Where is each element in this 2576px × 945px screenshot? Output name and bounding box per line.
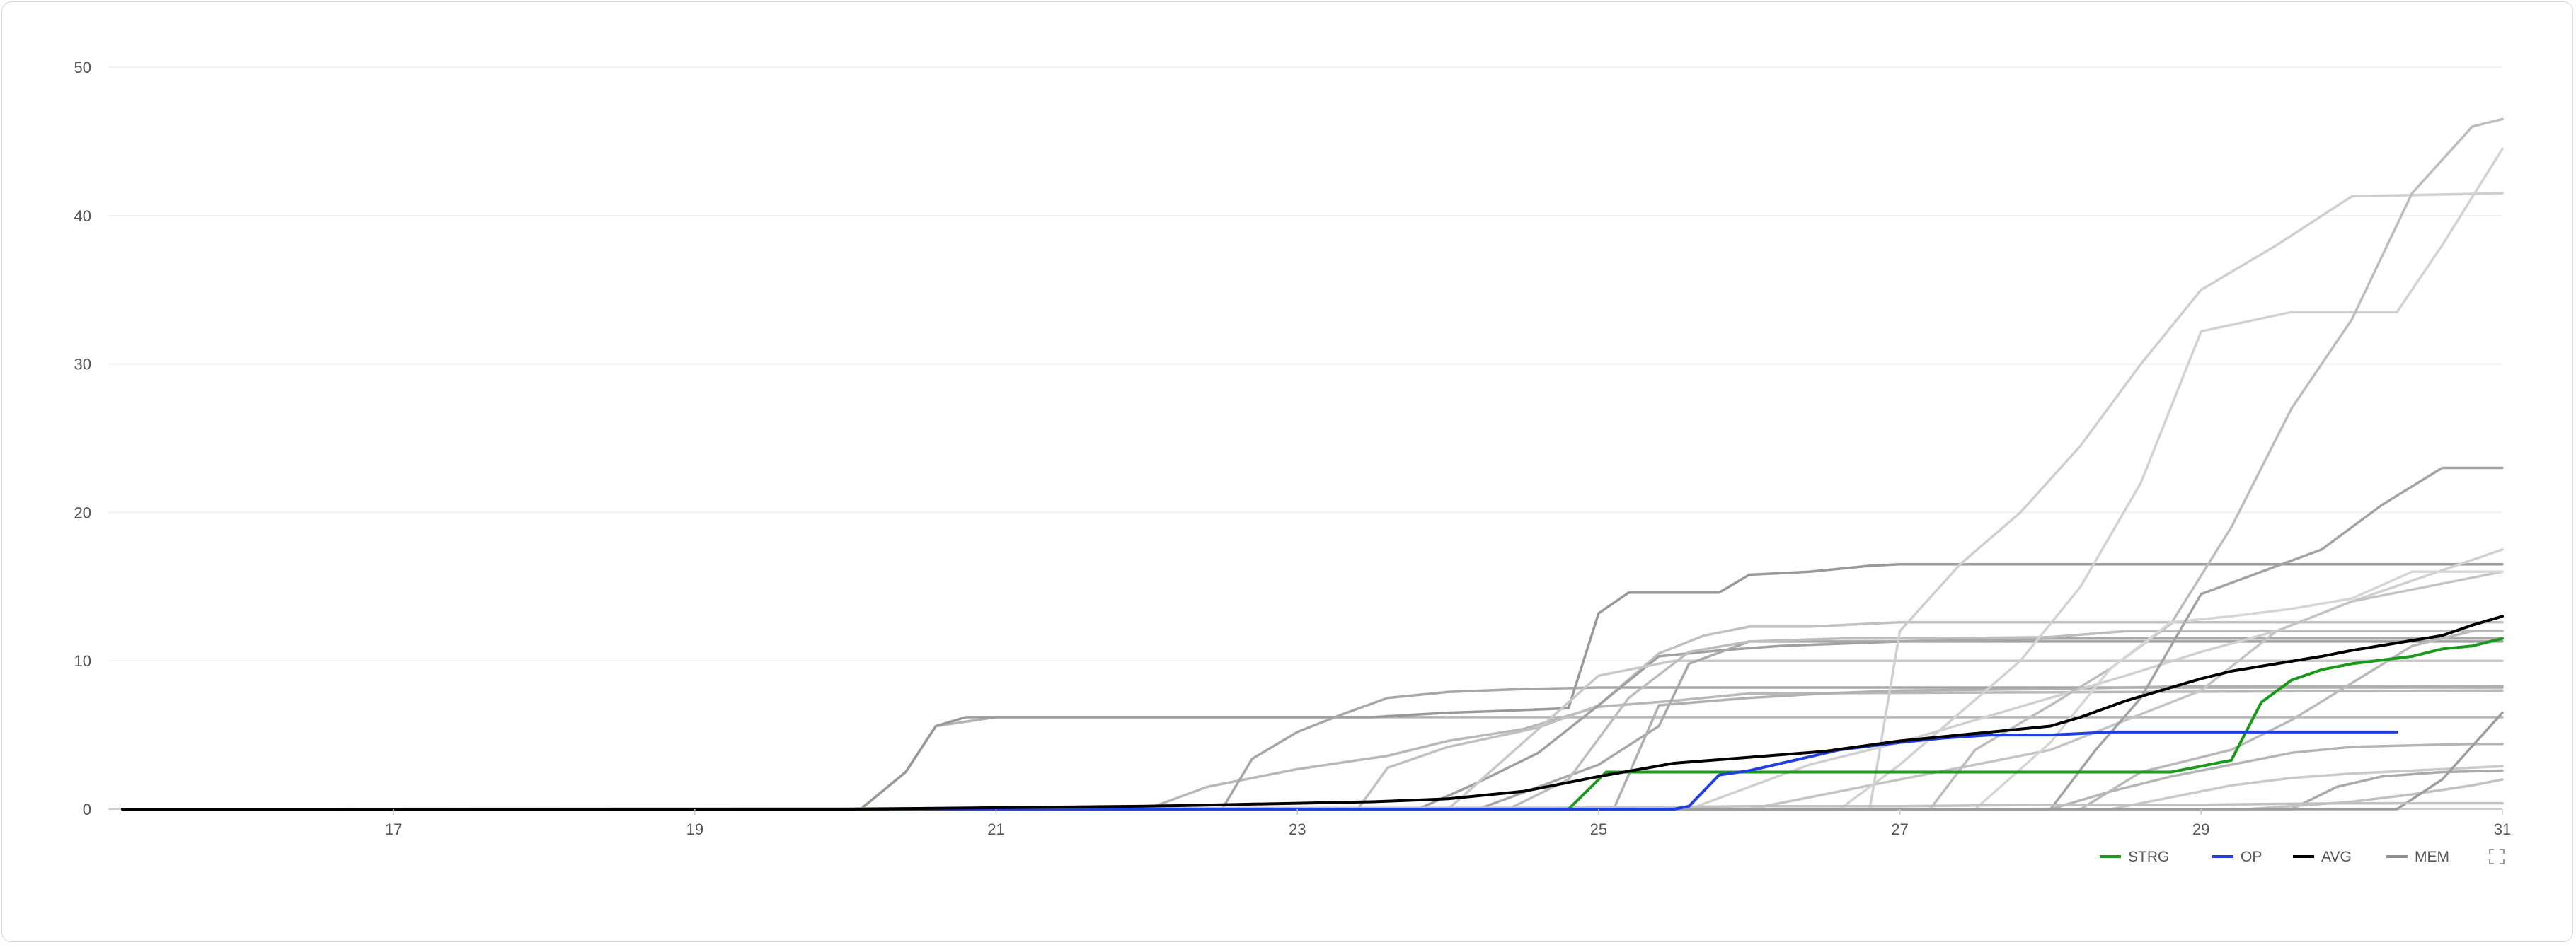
- x-tick-label: 19: [686, 821, 703, 838]
- legend[interactable]: STRG OP AVG MEM: [2100, 849, 2449, 865]
- legend-label: OP: [2241, 849, 2262, 865]
- legend-label: STRG: [2128, 849, 2169, 865]
- legend-item-avg[interactable]: AVG: [2293, 849, 2352, 865]
- series-line-strg: [121, 637, 2504, 811]
- x-tick-label: 27: [1891, 821, 1908, 838]
- fullscreen-icon[interactable]: [2489, 849, 2505, 864]
- legend-label: AVG: [2321, 849, 2352, 865]
- series-line-mem: [121, 630, 2504, 811]
- y-tick-label: 50: [74, 59, 91, 76]
- series-line-mem: [121, 192, 2504, 811]
- y-tick-label: 0: [83, 801, 91, 818]
- series-line-op: [121, 730, 2398, 811]
- series-line-mem: [121, 147, 2504, 811]
- x-tick-label: 25: [1590, 821, 1607, 838]
- series-line-avg: [121, 615, 2504, 811]
- series-line-mem: [121, 637, 2504, 811]
- series-line-mem: [121, 570, 2504, 811]
- x-tick-label: 17: [385, 821, 402, 838]
- x-tick-label: 21: [987, 821, 1004, 838]
- y-tick-label: 40: [74, 207, 91, 225]
- y-tick-label: 10: [74, 652, 91, 670]
- legend-item-strg[interactable]: STRG: [2100, 849, 2169, 865]
- legend-item-mem[interactable]: MEM: [2386, 849, 2449, 865]
- axes: 0 10 20 30 40 50 17 19 21 23 25 27 29 31: [74, 59, 2512, 838]
- series-line-mem: [121, 801, 2504, 811]
- y-tick-label: 20: [74, 504, 91, 521]
- series-line-mem: [121, 620, 2504, 811]
- legend-item-op[interactable]: OP: [2212, 849, 2262, 865]
- x-tick-label: 31: [2494, 821, 2511, 838]
- series-line-mem: [121, 689, 2504, 811]
- series-line-mem: [121, 466, 2504, 811]
- series-line-mem: [121, 742, 2504, 811]
- series-layer: [121, 117, 2504, 811]
- series-line-mem: [121, 640, 2504, 811]
- series-line-mem: [121, 117, 2504, 811]
- x-tick-label: 23: [1289, 821, 1306, 838]
- series-line-mem: [121, 630, 2504, 811]
- series-line-mem: [121, 685, 2504, 811]
- x-tick-label: 29: [2192, 821, 2209, 838]
- grid: [108, 66, 2502, 810]
- y-tick-label: 30: [74, 356, 91, 373]
- series-line-mem: [121, 686, 2504, 811]
- series-line-mem: [121, 563, 2504, 811]
- legend-label: MEM: [2415, 849, 2449, 865]
- series-line-mem: [121, 659, 2504, 811]
- series-line-mem: [121, 570, 2504, 811]
